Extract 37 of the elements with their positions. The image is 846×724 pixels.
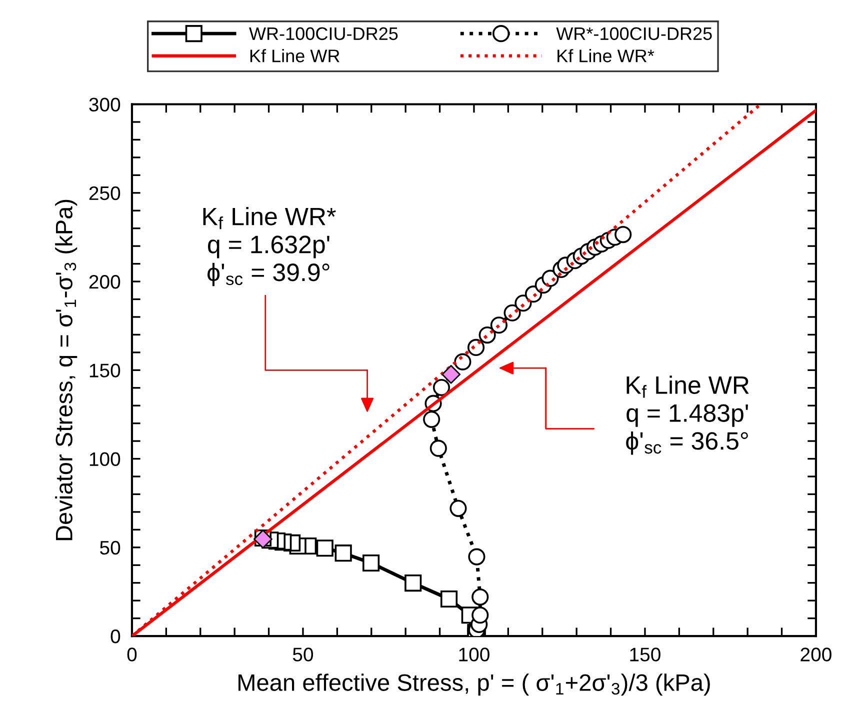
point: [430, 440, 447, 457]
point: [472, 606, 489, 624]
point: [442, 364, 461, 384]
point: [467, 338, 485, 356]
x-axis-title: Mean effective Stress, p' = ( σ'$_{1}$+2σ'$_{3}$)/3 (kPa): [238, 674, 710, 696]
point: [454, 353, 472, 370]
legend-label: Kf Line WR*: [558, 49, 654, 62]
y-tick-label: 100: [90, 452, 120, 466]
x-tick-label: 150: [630, 648, 660, 662]
point: [432, 378, 450, 396]
y-tick-label: 200: [89, 274, 120, 289]
y-tick-label: 150: [90, 364, 120, 378]
legend-label: WR-100CIU-DR25: [249, 27, 398, 40]
point: [440, 590, 458, 608]
x-tick-label: 50: [292, 648, 314, 662]
legend-label: Kf Line WR: [250, 49, 340, 62]
x-tick-label: 200: [800, 648, 832, 662]
legend-label: WR*-100CIU-DR25: [556, 27, 712, 40]
y-axis-title: Deviator Stress, q = σ'$_{1}$-σ'$_{3}$ (kPa): [55, 200, 78, 540]
point: [362, 554, 380, 572]
point: [614, 226, 632, 244]
point: [334, 544, 352, 562]
x-tick-label: 100: [459, 648, 490, 662]
point: [472, 588, 489, 606]
point: [490, 316, 508, 334]
point: [404, 574, 422, 592]
y-tick-label: 250: [89, 186, 120, 200]
annotation: K$_{f}$ Line WR* q = 1.632p' ϕ'$_{sc}$ = 39.9°: [203, 207, 336, 286]
point: [450, 500, 467, 517]
y-tick-label: 0: [110, 630, 120, 644]
point: [468, 548, 486, 566]
point: [316, 540, 334, 557]
point: [423, 410, 440, 428]
y-tick-label: 300: [89, 98, 120, 112]
y-tick-label: 50: [100, 540, 120, 555]
annotation: K$_{f}$ Line WR q = 1.483p' ϕ'$_{sc}$ = 36.5°: [626, 376, 749, 455]
x-tick-label: 0: [127, 648, 137, 662]
